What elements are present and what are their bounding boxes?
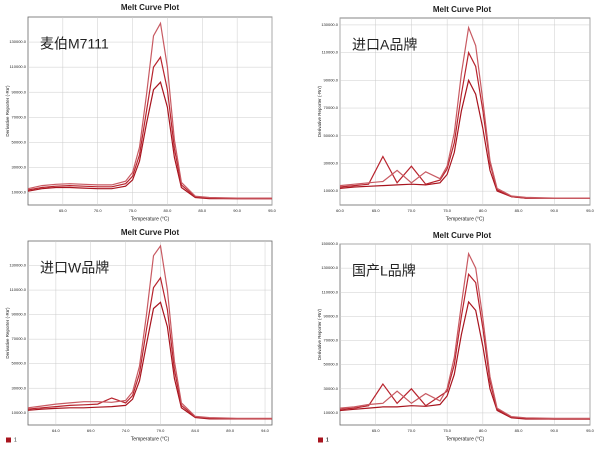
melt-curve	[27, 21, 272, 199]
y-tick-label: 10000.0	[12, 410, 27, 415]
y-axis-label: Derivative Reporter (-Rn')	[317, 308, 322, 360]
x-axis-label: Temperature (°C)	[131, 216, 170, 222]
y-tick-label: 10000.0	[12, 190, 27, 195]
annotation: 进口A品牌	[352, 37, 417, 53]
plot-area	[27, 240, 273, 426]
plot-area	[27, 16, 273, 206]
y-axis-label: Derivative Reporter (-Rn')	[317, 85, 322, 137]
x-tick-label: 89.0	[226, 428, 235, 433]
melt-chart: Melt Curve Plot 10000.0 30000.0 50000.0 7000…	[317, 231, 594, 443]
annotation: 进口W品牌	[40, 260, 109, 276]
melt-curve	[339, 300, 590, 420]
x-tick-label: 90.0	[233, 208, 242, 213]
y-tick-label: 30000.0	[12, 164, 27, 169]
melt-curve	[27, 301, 272, 420]
melt-curve	[339, 25, 590, 199]
legend-label: 1	[14, 437, 17, 443]
x-axis-label: Temperature (°C)	[131, 436, 170, 442]
x-tick-label: 70.0	[94, 208, 103, 213]
melt-curve	[339, 50, 590, 199]
legend-swatch	[6, 437, 11, 443]
legend-label: 1	[326, 437, 329, 443]
melt-curve	[27, 55, 272, 200]
melt-curve	[27, 276, 272, 420]
y-tick-label: 50000.0	[324, 133, 339, 138]
y-tick-label: 130000.0	[9, 39, 26, 44]
y-tick-label: 130000.0	[321, 22, 338, 27]
chart-title: Melt Curve Plot	[433, 231, 492, 240]
annotation: 麦伯M7111	[40, 36, 109, 52]
x-tick-label: 64.0	[52, 428, 61, 433]
x-tick-label: 79.0	[157, 428, 166, 433]
chart-title: Melt Curve Plot	[121, 228, 180, 237]
melt-curve	[27, 81, 272, 200]
melt-chart: Melt Curve Plot 10000.0 30000.0 50000.0 7000…	[317, 5, 594, 443]
x-tick-label: 75.0	[443, 208, 452, 213]
y-tick-label: 50000.0	[12, 139, 27, 144]
x-tick-label: 60.0	[336, 208, 345, 213]
x-tick-label: 90.0	[550, 208, 559, 213]
y-tick-label: 110000.0	[10, 287, 27, 292]
x-tick-label: 80.0	[479, 208, 488, 213]
x-tick-label: 70.0	[408, 428, 417, 433]
chart-title: Melt Curve Plot	[121, 3, 180, 12]
legend-label: 1	[326, 437, 329, 443]
x-tick-label: 90.0	[550, 428, 559, 433]
y-axis-label: Derivative Reporter (-Rn')	[5, 85, 10, 137]
y-tick-label: 30000.0	[324, 386, 339, 391]
y-tick-label: 150000.0	[321, 241, 338, 246]
x-tick-label: 80.0	[164, 208, 173, 213]
y-axis-label: Derivative Reporter (-Rn')	[5, 307, 10, 359]
y-tick-label: 70000.0	[324, 105, 339, 110]
chart-title: Melt Curve Plot	[433, 5, 492, 14]
x-tick-label: 85.0	[515, 428, 524, 433]
x-tick-label: 85.0	[515, 208, 524, 213]
melt-curve	[339, 272, 590, 420]
melt-chart: Melt Curve Plot 10000.0 30000.0 50000.0 7000…	[5, 3, 276, 222]
y-tick-label: 130000.0	[321, 265, 338, 270]
plot-area	[339, 243, 591, 426]
y-tick-label: 90000.0	[12, 89, 27, 94]
x-tick-label: 75.0	[443, 428, 452, 433]
y-tick-label: 90000.0	[324, 77, 339, 82]
x-tick-label: 70.0	[408, 208, 417, 213]
y-tick-label: 10000.0	[324, 188, 339, 193]
x-tick-label: 95.0	[586, 208, 595, 213]
melt-curve	[27, 244, 272, 419]
x-tick-label: 95.0	[586, 428, 595, 433]
x-tick-label: 65.0	[59, 208, 68, 213]
legend-swatch	[318, 437, 323, 443]
melt-curve	[339, 251, 590, 419]
x-axis-label: Temperature (°C)	[446, 436, 485, 442]
x-tick-label: 84.0	[191, 428, 200, 433]
x-tick-label: 69.0	[87, 428, 96, 433]
y-tick-label: 70000.0	[12, 336, 27, 341]
x-tick-label: 74.0	[122, 428, 131, 433]
y-tick-label: 10000.0	[324, 410, 339, 415]
annotation: 国产L品牌	[352, 263, 416, 279]
y-tick-label: 90000.0	[12, 312, 27, 317]
y-tick-label: 50000.0	[324, 362, 339, 367]
y-tick-label: 30000.0	[324, 161, 339, 166]
y-tick-label: 110000.0	[322, 289, 339, 294]
melt-chart: Melt Curve Plot 10000.0 30000.0 50000.0 7000…	[5, 228, 273, 443]
y-tick-label: 110000.0	[10, 64, 27, 69]
y-tick-label: 130000.0	[9, 263, 26, 268]
x-tick-label: 65.0	[372, 428, 381, 433]
x-tick-label: 65.0	[372, 208, 381, 213]
y-tick-label: 90000.0	[324, 313, 339, 318]
y-tick-label: 30000.0	[12, 385, 27, 390]
y-tick-label: 70000.0	[324, 338, 339, 343]
y-tick-label: 110000.0	[322, 50, 339, 55]
x-tick-label: 75.0	[129, 208, 138, 213]
x-tick-label: 94.0	[261, 428, 270, 433]
y-tick-label: 70000.0	[12, 114, 27, 119]
x-tick-label: 80.0	[479, 428, 488, 433]
x-axis-label: Temperature (°C)	[446, 216, 485, 222]
x-tick-label: 95.0	[268, 208, 277, 213]
y-tick-label: 50000.0	[12, 361, 27, 366]
x-tick-label: 85.0	[198, 208, 207, 213]
